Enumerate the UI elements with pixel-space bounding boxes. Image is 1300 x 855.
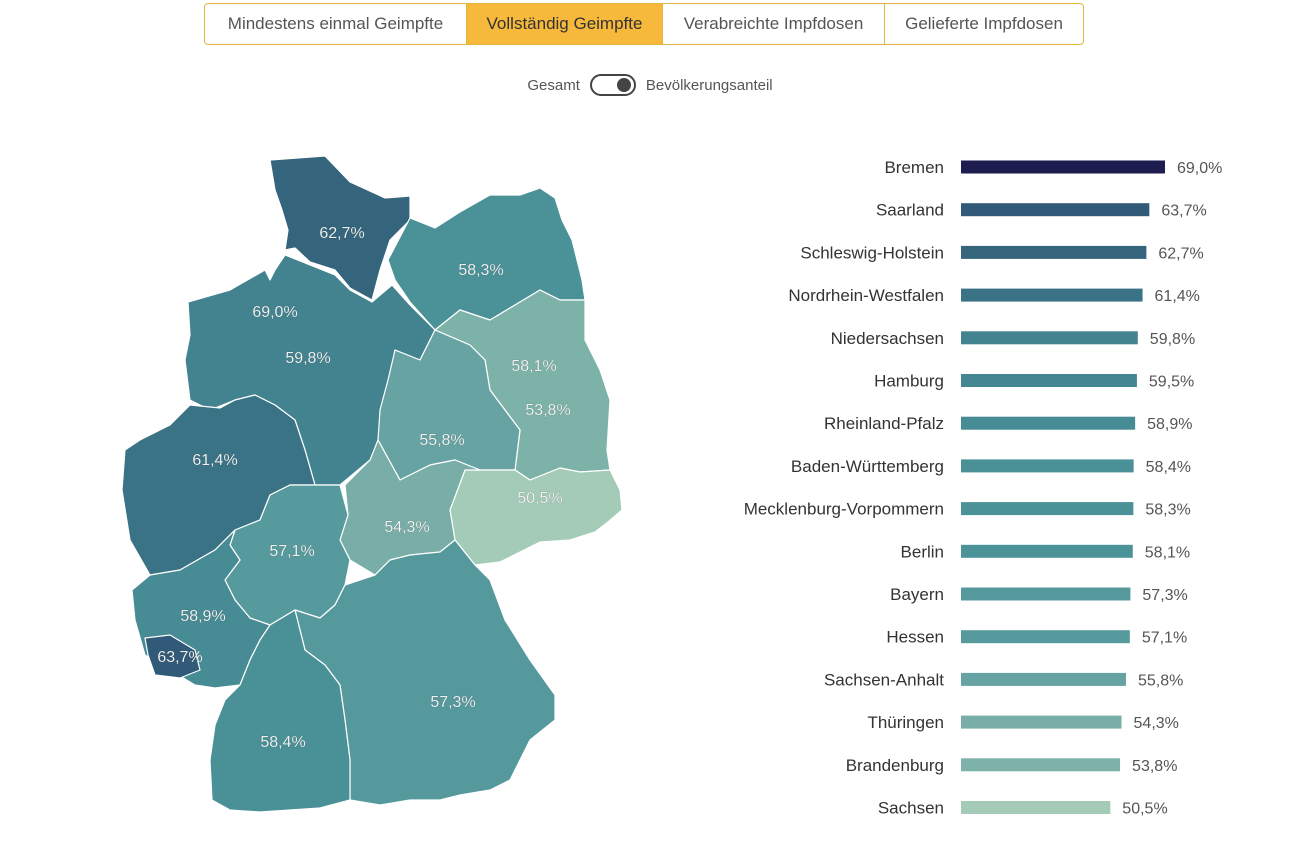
bar-nordrhein-westfalen[interactable] xyxy=(961,288,1143,302)
toggle-knob xyxy=(616,78,631,92)
bar-mecklenburg-vorpommern[interactable] xyxy=(961,502,1134,516)
map-region-baden-wuerttemberg[interactable] xyxy=(209,609,351,813)
map-value-label-mecklenburg-vorpommern: 58,3% xyxy=(458,262,503,279)
vaccination-metric-tabs: Mindestens einmal Geimpfte Vollständig G… xyxy=(204,3,1084,45)
bar-value-label-sachsen-anhalt: 55,8% xyxy=(1138,672,1183,689)
bar-value-label-bayern: 57,3% xyxy=(1142,587,1187,604)
bar-saarland[interactable] xyxy=(961,203,1150,217)
bar-value-label-hamburg: 59,5% xyxy=(1149,374,1194,391)
toggle-label-bevoelkerungsanteil: Bevölkerungsanteil xyxy=(645,76,773,94)
bar-value-label-brandenburg: 53,8% xyxy=(1132,758,1177,775)
toggle-label-gesamt: Gesamt xyxy=(527,76,580,94)
map-value-label-baden-wuerttemberg: 58,4% xyxy=(260,734,305,751)
map-value-label-sachsen-anhalt: 55,8% xyxy=(419,432,464,449)
bar-value-label-berlin: 58,1% xyxy=(1145,544,1190,561)
bar-category-label-niedersachsen: Niedersachsen xyxy=(831,329,944,348)
map-value-label-bayern: 57,3% xyxy=(430,694,475,711)
state-bar-chart: Bremen 69,0% Saarland 63,7% Schleswig-Holste… xyxy=(744,158,1223,818)
map-value-label-bremen: 69,0% xyxy=(252,304,297,321)
tab-verabreichte-impfdosen[interactable]: Verabreichte Impfdosen xyxy=(663,4,885,44)
map-value-label-berlin: 58,1% xyxy=(511,358,556,375)
bar-value-label-rheinland-pfalz: 58,9% xyxy=(1147,416,1192,433)
bar-rheinland-pfalz[interactable] xyxy=(961,416,1136,430)
map-region-schleswig-holstein[interactable] xyxy=(269,155,411,301)
map-value-label-nordrhein-westfalen: 61,4% xyxy=(192,452,237,469)
bar-hamburg[interactable] xyxy=(961,374,1137,387)
bar-category-label-schleswig-holstein: Schleswig-Holstein xyxy=(800,243,944,262)
bar-category-label-hessen: Hessen xyxy=(886,628,944,647)
bar-brandenburg[interactable] xyxy=(961,758,1121,772)
germany-choropleth-map: 62,7% 58,3% 69,0% 59,8% 58,1% 53,8% 55,8% 61,4%… xyxy=(121,155,623,813)
bar-niedersachsen[interactable] xyxy=(961,331,1138,345)
bar-category-label-bayern: Bayern xyxy=(890,585,944,604)
bar-category-label-berlin: Berlin xyxy=(901,542,944,561)
bar-value-label-nordrhein-westfalen: 61,4% xyxy=(1155,288,1200,305)
bar-value-label-baden-wuerttemberg: 58,4% xyxy=(1146,459,1191,476)
bar-value-label-mecklenburg-vorpommern: 58,3% xyxy=(1145,502,1190,519)
bar-hessen[interactable] xyxy=(961,630,1130,644)
bar-value-label-bremen: 69,0% xyxy=(1177,160,1222,177)
bar-value-label-schleswig-holstein: 62,7% xyxy=(1158,245,1203,262)
map-region-sachsen[interactable] xyxy=(449,467,623,566)
map-value-label-brandenburg: 53,8% xyxy=(525,402,570,419)
map-value-label-hessen: 57,1% xyxy=(269,543,314,560)
bar-category-label-bremen: Bremen xyxy=(884,158,944,177)
bar-category-label-brandenburg: Brandenburg xyxy=(846,756,944,775)
map-value-label-sachsen: 50,5% xyxy=(517,490,562,507)
bar-category-label-hamburg: Hamburg xyxy=(874,372,944,391)
tab-mindestens-einmal-geimpfte[interactable]: Mindestens einmal Geimpfte xyxy=(205,4,467,44)
bar-category-label-thueringen: Thüringen xyxy=(867,713,944,732)
bar-category-label-baden-wuerttemberg: Baden-Württemberg xyxy=(791,457,944,476)
bar-berlin[interactable] xyxy=(961,544,1133,558)
bar-category-label-mecklenburg-vorpommern: Mecklenburg-Vorpommern xyxy=(744,500,944,519)
bar-value-label-hessen: 57,1% xyxy=(1142,630,1187,647)
bar-thueringen[interactable] xyxy=(961,715,1122,729)
tab-gelieferte-impfdosen[interactable]: Gelieferte Impfdosen xyxy=(905,14,1063,33)
bar-category-label-sachsen-anhalt: Sachsen-Anhalt xyxy=(824,670,944,689)
display-mode-toggle-row: Gesamt Bevölkerungsanteil xyxy=(0,74,1300,96)
bar-bremen[interactable] xyxy=(961,160,1165,174)
map-value-label-niedersachsen: 59,8% xyxy=(285,350,330,367)
bar-baden-wuerttemberg[interactable] xyxy=(961,459,1134,473)
bar-category-label-rheinland-pfalz: Rheinland-Pfalz xyxy=(824,414,944,433)
map-value-label-thueringen: 54,3% xyxy=(384,519,429,536)
bar-value-label-niedersachsen: 59,8% xyxy=(1150,331,1195,348)
bar-sachsen-anhalt[interactable] xyxy=(961,672,1126,686)
bar-category-label-sachsen: Sachsen xyxy=(878,799,944,818)
bar-value-label-saarland: 63,7% xyxy=(1161,203,1206,220)
map-value-label-rheinland-pfalz: 58,9% xyxy=(180,608,225,625)
map-value-label-schleswig-holstein: 62,7% xyxy=(319,225,364,242)
bar-sachsen[interactable] xyxy=(961,801,1111,814)
bar-value-label-thueringen: 54,3% xyxy=(1134,715,1179,732)
bar-value-label-sachsen: 50,5% xyxy=(1122,801,1167,818)
display-mode-toggle-switch[interactable] xyxy=(589,74,636,96)
bar-schleswig-holstein[interactable] xyxy=(961,245,1147,259)
bar-category-label-nordrhein-westfalen: Nordrhein-Westfalen xyxy=(788,286,944,305)
tab-vollstaendig-geimpfte[interactable]: Vollständig Geimpfte xyxy=(467,4,663,44)
map-region-saarland[interactable] xyxy=(144,634,201,679)
map-value-label-saarland: 63,7% xyxy=(157,649,202,666)
bar-category-label-saarland: Saarland xyxy=(876,201,944,220)
bar-bayern[interactable] xyxy=(961,587,1131,601)
